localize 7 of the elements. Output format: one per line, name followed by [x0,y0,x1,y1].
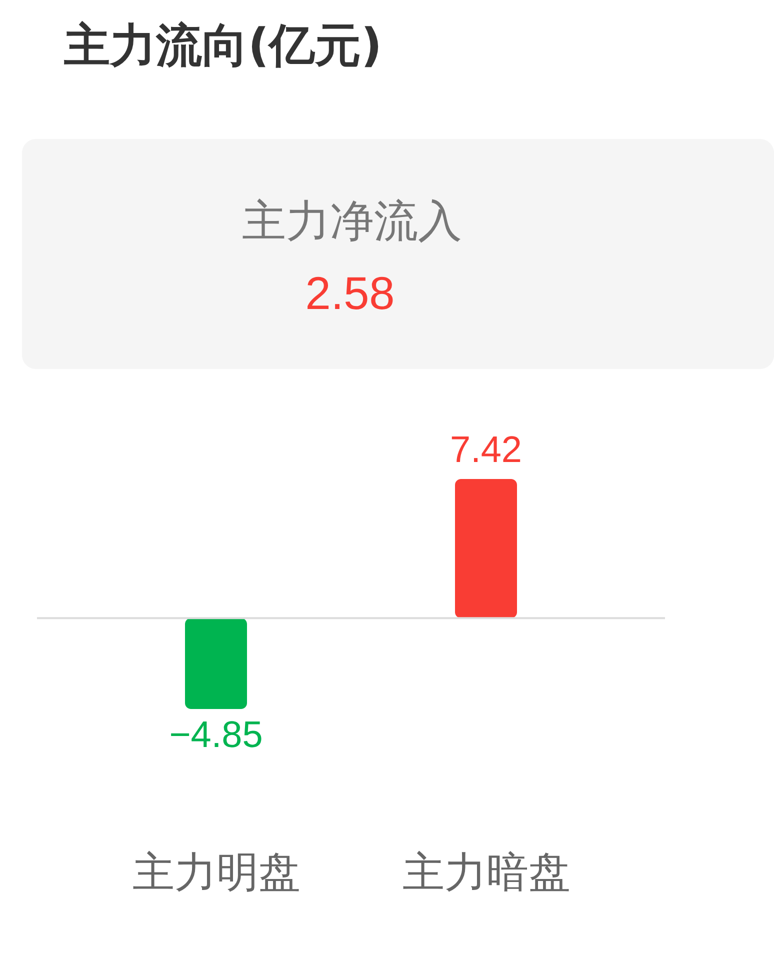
x-tick-label: 主力明盘 [132,848,300,896]
data-label: −4.85 [169,714,263,755]
text: 2.58 [305,267,395,319]
chart-title: 主力流向(亿元) [64,18,382,72]
x-tick-label: 主力暗盘 [402,848,570,896]
text: 主力净流入 [242,196,462,247]
data-label: 7.42 [450,429,522,470]
